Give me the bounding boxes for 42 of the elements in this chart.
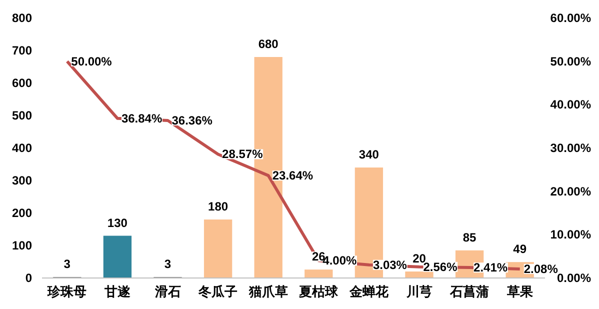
data-label: 130 — [107, 216, 128, 230]
data-label: 50.00% — [71, 54, 112, 68]
y2-tick-label: 0.00% — [556, 271, 592, 285]
data-label: 680 — [258, 37, 279, 51]
x-tick-label: 夏枯球 — [298, 284, 340, 299]
data-label: 23.64% — [272, 168, 314, 183]
x-tick-label: 猫爪草 — [248, 284, 288, 299]
data-label: 2.08% — [524, 262, 558, 276]
data-label: 340 — [358, 148, 380, 162]
y-tick-label: 300 — [12, 174, 32, 188]
data-label: 2.41% — [474, 260, 508, 275]
data-label: 28.57% — [222, 147, 264, 162]
x-tick-label: 滑石 — [154, 284, 181, 299]
y-tick-label: 400 — [12, 141, 32, 155]
x-tick-label: 金蝉花 — [348, 284, 390, 299]
data-label: 3 — [164, 257, 172, 272]
y-tick-label: 200 — [12, 206, 32, 220]
y-tick-label: 500 — [12, 108, 32, 122]
y-tick-label: 600 — [12, 76, 32, 90]
x-tick-label: 甘遂 — [103, 284, 132, 299]
y2-tick-label: 10.00% — [550, 228, 592, 242]
data-label: 3.03% — [372, 258, 408, 272]
y2-tick-label: 50.00% — [550, 54, 592, 68]
data-label: 36.84% — [121, 111, 162, 126]
data-label: 85 — [462, 230, 477, 244]
data-label: 3 — [64, 257, 71, 272]
x-tick-label: 草果 — [506, 284, 534, 299]
data-label: 36.36% — [172, 113, 213, 128]
y2-tick-label: 30.00% — [550, 141, 592, 155]
y2-tick-label: 40.00% — [550, 98, 592, 112]
x-tick-label: 珍珠母 — [46, 284, 87, 299]
data-label: 180 — [208, 200, 228, 214]
data-label: 49 — [513, 242, 527, 256]
y-tick-label: 700 — [12, 44, 32, 58]
y2-tick-label: 20.00% — [550, 184, 592, 198]
x-tick-label: 川芎 — [405, 284, 432, 299]
x-tick-label: 石菖蒲 — [449, 284, 490, 299]
y-tick-label: 0 — [25, 271, 32, 285]
y2-tick-label: 60.00% — [550, 11, 592, 25]
y-tick-label: 100 — [12, 238, 32, 252]
x-tick-label: 冬瓜子 — [198, 284, 238, 299]
y-tick-label: 800 — [12, 11, 32, 25]
